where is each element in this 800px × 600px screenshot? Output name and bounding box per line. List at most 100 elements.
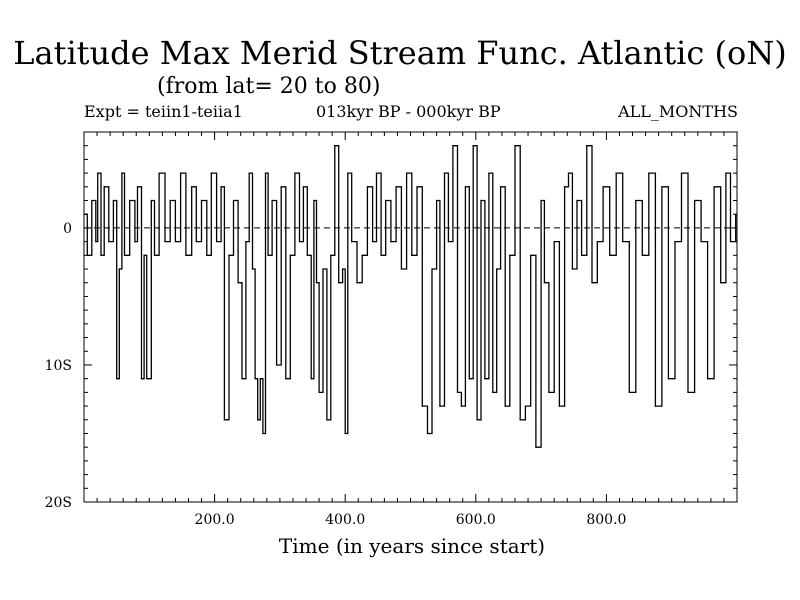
data-point (245, 241, 247, 243)
data-point (169, 199, 171, 202)
data-point (591, 282, 593, 284)
data-point (153, 254, 156, 256)
data-point (421, 405, 423, 407)
data-point (210, 172, 212, 174)
data-point (220, 186, 222, 188)
series-line (84, 145, 737, 448)
data-point (83, 213, 85, 215)
data-point (257, 419, 259, 421)
data-point (667, 378, 670, 380)
y-tick-label: 10S (45, 358, 72, 374)
data-point (654, 405, 656, 407)
data-point (276, 364, 278, 366)
data-point (294, 172, 296, 174)
data-point (330, 254, 332, 256)
data-point (416, 186, 418, 188)
data-point (280, 186, 282, 188)
data-point (693, 199, 696, 202)
data-point (372, 241, 374, 243)
data-point (356, 282, 358, 284)
data-point (713, 186, 715, 188)
data-point (146, 378, 148, 380)
data-point (439, 405, 441, 407)
data-point (185, 254, 187, 256)
data-point (338, 282, 340, 284)
data-point (564, 186, 566, 188)
data-point (223, 419, 225, 421)
data-point (306, 254, 308, 256)
data-point (571, 268, 574, 270)
data-point (112, 199, 114, 202)
data-point (322, 268, 324, 270)
data-point (488, 172, 490, 174)
data-point (206, 254, 208, 256)
x-axis-label: Time (in years since start) (278, 534, 546, 558)
data-point (553, 241, 555, 243)
data-point (103, 186, 105, 188)
data-point (492, 391, 494, 393)
data-point (361, 254, 363, 256)
data-point (134, 241, 136, 243)
data-point (431, 268, 433, 270)
data-point (447, 241, 449, 243)
data-point (735, 213, 737, 215)
data-point (313, 199, 315, 202)
data-point (405, 172, 408, 174)
x-tick-label: 200.0 (195, 512, 235, 528)
data-point (456, 391, 459, 393)
data-point (262, 432, 264, 435)
data-point (729, 241, 732, 243)
y-tick-label: 20S (45, 495, 72, 511)
data-point (602, 186, 604, 188)
data-point (318, 391, 320, 393)
data-point (628, 391, 630, 393)
data-point (129, 199, 131, 202)
data-point (191, 186, 193, 188)
data-point (341, 268, 344, 270)
experiment-label: Expt = teiin1-teiia1 (84, 102, 243, 121)
x-tick-label: 400.0 (325, 512, 365, 528)
data-point (136, 186, 139, 188)
data-point (108, 241, 110, 243)
data-point (400, 268, 402, 270)
data-point (347, 172, 349, 174)
data-point (540, 199, 542, 202)
data-point (725, 172, 727, 174)
data-point (548, 391, 550, 393)
y-tick-label: 0 (63, 221, 72, 237)
data-point (720, 282, 722, 284)
data-point (121, 172, 123, 174)
data-point (375, 172, 378, 174)
data-point (426, 432, 429, 435)
data-point (200, 199, 203, 202)
data-point (460, 405, 463, 407)
data-point (480, 199, 482, 202)
data-point (543, 282, 545, 284)
data-point (215, 241, 218, 243)
data-point (641, 254, 643, 256)
data-point (195, 241, 197, 243)
data-point (700, 241, 702, 243)
data-point (366, 186, 369, 188)
data-point (267, 254, 269, 256)
data-point (95, 241, 97, 243)
data-point (164, 241, 166, 243)
data-point (380, 254, 382, 256)
data-point (158, 172, 160, 174)
data-point (395, 186, 397, 188)
data-point (674, 241, 676, 243)
data-point (351, 241, 353, 243)
data-point (648, 172, 650, 174)
data-point (254, 378, 256, 380)
x-tick-label: 800.0 (586, 512, 626, 528)
data-point (596, 241, 598, 243)
months-label: ALL_MONTHS (618, 102, 738, 121)
data-point (118, 268, 120, 270)
data-point (248, 172, 250, 174)
data-point (535, 446, 537, 448)
data-point (707, 378, 709, 380)
data-point (264, 172, 267, 174)
data-point (344, 432, 346, 435)
data-point (232, 199, 235, 202)
data-point (326, 419, 328, 421)
